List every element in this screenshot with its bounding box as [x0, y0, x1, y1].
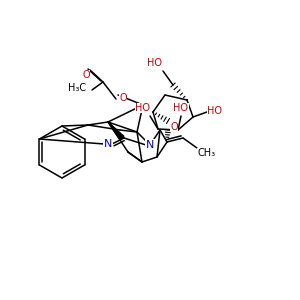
- Polygon shape: [108, 122, 124, 140]
- Text: HO: HO: [173, 103, 188, 113]
- Text: O: O: [119, 93, 127, 103]
- Text: N: N: [146, 140, 154, 150]
- Text: CH₃: CH₃: [198, 148, 216, 158]
- Text: HO: HO: [136, 103, 151, 113]
- Text: HO: HO: [148, 58, 163, 68]
- Text: N: N: [104, 139, 112, 149]
- Text: O: O: [170, 122, 178, 132]
- Text: HO: HO: [208, 106, 223, 116]
- Text: O: O: [82, 70, 90, 80]
- Text: H₃C: H₃C: [68, 83, 86, 93]
